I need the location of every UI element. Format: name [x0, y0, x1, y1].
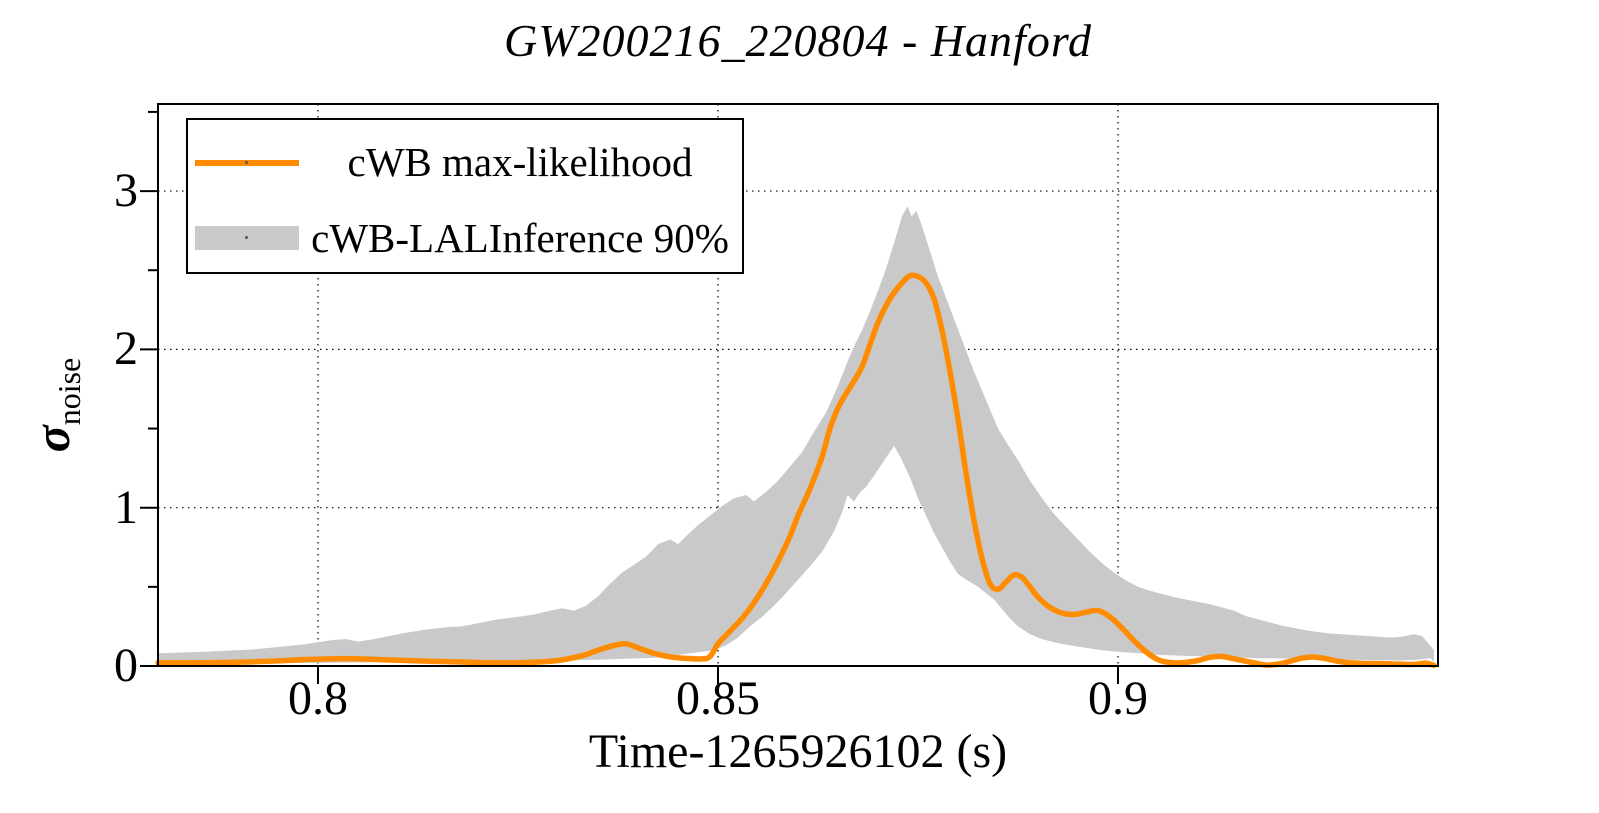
x-axis-title: Time-1265926102 (s): [588, 725, 1008, 778]
legend-label: cWB-LALInference 90%: [311, 215, 729, 261]
y-tick-label: 3: [114, 164, 138, 218]
plot-frame: [157, 103, 1439, 667]
legend-label: cWB max-likelihood: [347, 139, 693, 185]
legend-marker-dot: [245, 161, 248, 164]
x-tick-label: 0.9: [1088, 672, 1148, 725]
cwb-max-likelihood-line: [155, 272, 1437, 669]
y-tick-label: 2: [114, 322, 138, 376]
y-tick-label: 0: [114, 639, 138, 692]
y-tick-label: 1: [114, 480, 138, 534]
chart-title: GW200216_220804 - Hanford: [503, 15, 1093, 66]
x-tick-label: 0.8: [288, 672, 348, 725]
legend-marker-dot: [245, 236, 248, 239]
legend-box: cWB max-likelihood cWB-LALInference 90%: [186, 118, 744, 274]
confidence-band: [158, 206, 1434, 666]
x-tick-label: 0.85: [676, 672, 760, 725]
y-axis-title-symbol: σ: [24, 425, 80, 453]
